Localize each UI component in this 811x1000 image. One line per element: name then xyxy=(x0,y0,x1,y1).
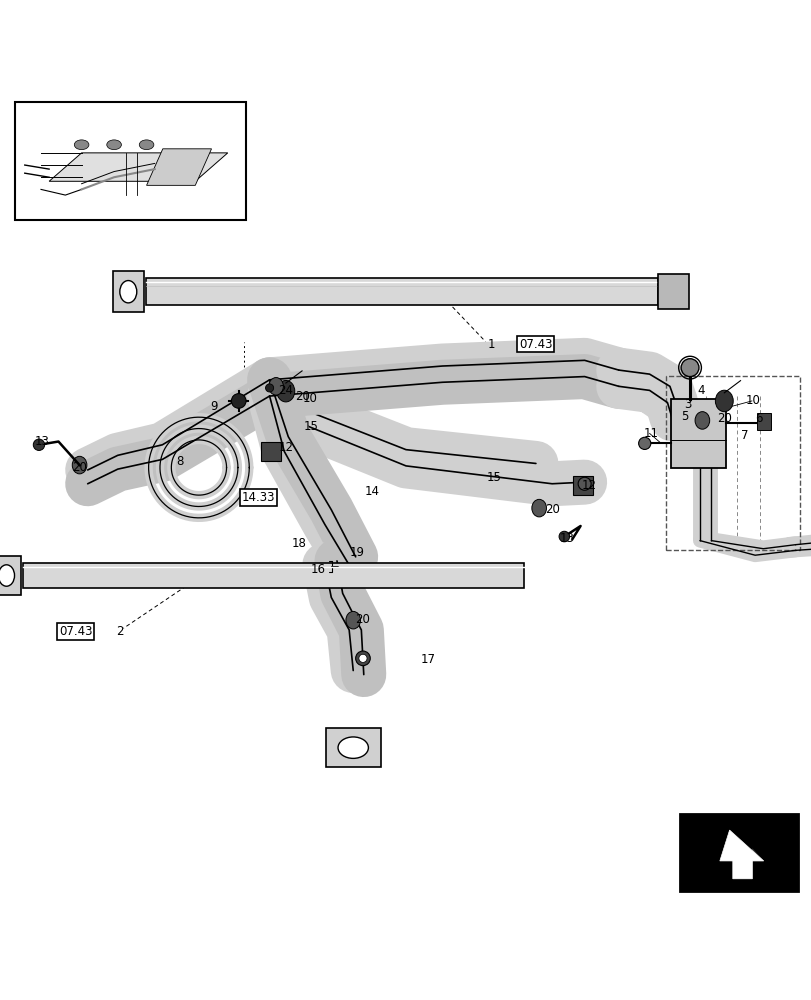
Text: 14: 14 xyxy=(364,485,379,498)
Ellipse shape xyxy=(33,439,45,450)
Polygon shape xyxy=(657,274,688,309)
Ellipse shape xyxy=(277,380,294,402)
Bar xyxy=(665,376,799,550)
Ellipse shape xyxy=(120,281,136,303)
Text: 8: 8 xyxy=(176,455,184,468)
Text: 13: 13 xyxy=(35,435,49,448)
Ellipse shape xyxy=(72,456,87,474)
Bar xyxy=(573,476,592,495)
Polygon shape xyxy=(719,830,762,879)
Ellipse shape xyxy=(139,140,153,150)
Text: 5: 5 xyxy=(680,410,688,423)
Polygon shape xyxy=(146,149,211,185)
Bar xyxy=(756,413,770,430)
Ellipse shape xyxy=(74,140,88,150)
Polygon shape xyxy=(49,153,227,181)
Bar xyxy=(15,102,246,220)
Ellipse shape xyxy=(106,140,121,150)
Ellipse shape xyxy=(337,737,368,758)
Ellipse shape xyxy=(231,394,246,408)
Text: 6: 6 xyxy=(754,412,762,425)
Ellipse shape xyxy=(265,384,273,392)
Text: 9: 9 xyxy=(209,400,217,413)
Text: 17: 17 xyxy=(420,653,435,666)
Text: 07.43: 07.43 xyxy=(58,625,92,638)
Polygon shape xyxy=(730,849,762,879)
Text: 20: 20 xyxy=(716,412,731,425)
Text: 20: 20 xyxy=(355,613,370,626)
Text: 16: 16 xyxy=(311,563,325,576)
Bar xyxy=(261,442,281,461)
Text: 4: 4 xyxy=(696,384,704,397)
Ellipse shape xyxy=(714,390,732,412)
Text: 18: 18 xyxy=(291,537,306,550)
Bar xyxy=(680,814,797,891)
Text: 19: 19 xyxy=(350,546,364,559)
Polygon shape xyxy=(146,278,657,305)
Ellipse shape xyxy=(680,359,698,377)
Bar xyxy=(113,271,144,312)
Ellipse shape xyxy=(0,565,15,586)
Ellipse shape xyxy=(268,378,283,395)
Polygon shape xyxy=(23,563,523,588)
Ellipse shape xyxy=(558,531,569,542)
Ellipse shape xyxy=(345,611,360,629)
Ellipse shape xyxy=(358,654,367,662)
Text: 07.43: 07.43 xyxy=(518,338,552,351)
Bar xyxy=(0,556,21,595)
Ellipse shape xyxy=(531,499,546,517)
Text: 12: 12 xyxy=(581,479,596,492)
Text: 15: 15 xyxy=(486,471,500,484)
Text: 14.33: 14.33 xyxy=(241,491,275,504)
Text: 1: 1 xyxy=(487,338,495,351)
Text: 7: 7 xyxy=(740,429,748,442)
Text: 3: 3 xyxy=(683,398,691,411)
Bar xyxy=(325,728,380,767)
Ellipse shape xyxy=(577,477,590,490)
Bar xyxy=(670,398,725,468)
Text: 11: 11 xyxy=(643,427,658,440)
Text: 20: 20 xyxy=(544,503,559,516)
Ellipse shape xyxy=(355,651,370,666)
Text: 10: 10 xyxy=(744,394,759,407)
Text: 20: 20 xyxy=(72,461,87,474)
Ellipse shape xyxy=(637,437,650,449)
Text: 13: 13 xyxy=(559,532,573,545)
Text: 20: 20 xyxy=(294,390,309,403)
Text: 15: 15 xyxy=(303,420,318,433)
Text: 12: 12 xyxy=(278,441,293,454)
Ellipse shape xyxy=(694,412,709,429)
Text: 24: 24 xyxy=(278,384,293,397)
Text: 2: 2 xyxy=(116,625,124,638)
Text: 10: 10 xyxy=(303,392,317,405)
